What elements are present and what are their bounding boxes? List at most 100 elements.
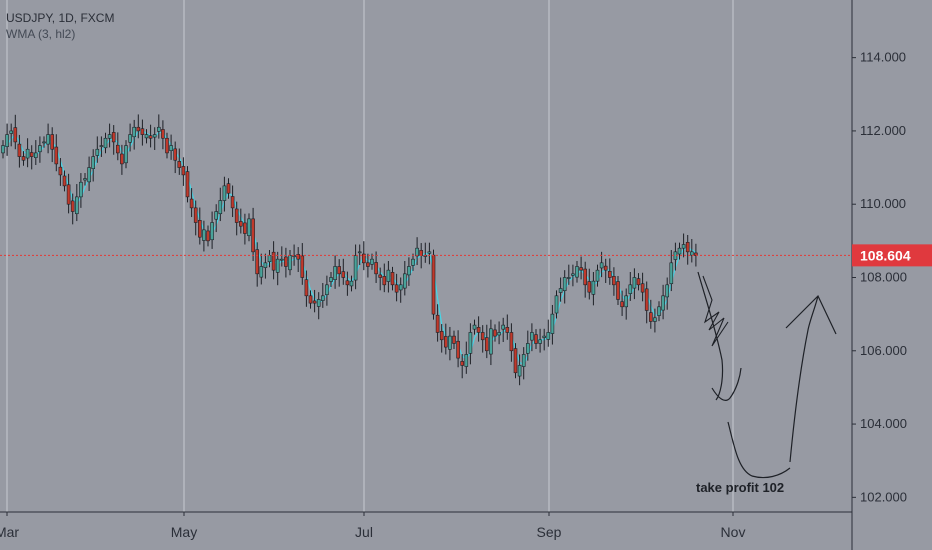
candle-body [83,178,87,181]
candle-body [476,327,481,333]
candle-body [247,218,251,237]
candle-body [50,134,55,150]
candle-body [599,262,604,269]
candle-body [390,272,395,286]
candle-body [279,258,284,261]
candle-body [636,278,641,286]
candle-body [612,276,616,286]
indicator-label: WMA (3, hl2) [6,27,76,41]
candle-body [411,258,415,266]
candle-body [493,329,497,337]
y-tick-label: 112.000 [860,123,906,138]
candle-body [304,279,309,297]
drawn-down-arrow [697,271,742,401]
candle-body [267,255,272,263]
candle-body [325,284,329,296]
candle-body [148,135,153,139]
candle-body [525,343,530,354]
candle-body [296,254,301,260]
candle-body [665,284,670,298]
hand-drawn-projection: take profit 102 [696,271,837,495]
candle-body [54,146,59,165]
candle-body [530,332,534,341]
candle-body [292,255,296,257]
candle-body [128,134,132,143]
candle-body [263,262,268,268]
candle-body [448,335,452,350]
candle-body [456,340,460,359]
candle-body [394,284,399,293]
candle-body [378,274,383,278]
candle-body [583,268,588,286]
candle-body [116,144,120,154]
candle-body [361,253,366,264]
candle-body [566,277,571,279]
candle-body [661,295,665,311]
candle-body [230,196,235,209]
candle-body [214,211,218,220]
candle-body [554,295,559,314]
candle-body [353,255,358,281]
y-axis[interactable]: 114.000 112.000 110.000 108.000 106.000 104.0… [851,0,932,550]
x-tick-label: Mar [0,524,19,540]
candle-body [25,148,30,159]
candle-body [402,273,407,289]
candle-body [534,334,538,344]
candle-body [124,145,128,164]
candle-body [152,134,157,138]
x-axis[interactable]: Mar May Jul Sep Nov [0,511,852,540]
candle-body [681,244,686,249]
last-price-label-bg [852,244,932,267]
candle-body [357,251,362,254]
candle-body [144,134,149,139]
candle-body [320,295,325,301]
candle-body [103,137,108,149]
candle-body [415,247,419,257]
candle-body [657,306,661,316]
candle-body [398,284,403,291]
candle-body [243,222,247,234]
candle-body [452,335,456,344]
y-tick-label: 104.000 [860,416,907,431]
candle-body [341,271,346,278]
candle-body [370,258,374,265]
y-tick-label: 114.000 [860,50,906,65]
candle-body [173,148,177,161]
candle-body [308,295,313,304]
candle-body [284,256,288,267]
candle-body [427,251,432,254]
candle-body [107,134,112,139]
candle-body [501,324,506,330]
x-tick-label: Jul [355,524,373,540]
candle-body [595,269,600,282]
candle-body [132,126,136,138]
candle-body [271,251,276,271]
candle-body [464,354,469,367]
candle-body [42,141,46,144]
candle-body [95,148,100,156]
candle-body [579,267,583,271]
y-tick-label: 108.000 [860,269,907,284]
drawn-up-arrow [785,294,837,463]
candle-body [140,128,145,135]
candle-body [91,156,95,169]
candle-body [632,277,637,289]
candle-body [120,153,124,165]
candle-body [419,250,424,256]
candle-body [546,332,551,340]
candle-body [603,265,608,271]
candle-body [468,332,473,354]
candle-body [648,312,653,322]
candle-body [337,266,342,275]
candle-body [33,152,38,158]
candle-body [489,328,493,355]
candle-body [694,252,698,256]
candle-body [374,262,378,275]
candle-body [484,337,489,352]
y-tick-label: 102.000 [860,489,907,504]
candle-body [226,183,231,194]
chart-legend: USDJPY, 1D, FXCM WMA (3, hl2) [6,10,114,42]
candle-body [620,301,624,308]
